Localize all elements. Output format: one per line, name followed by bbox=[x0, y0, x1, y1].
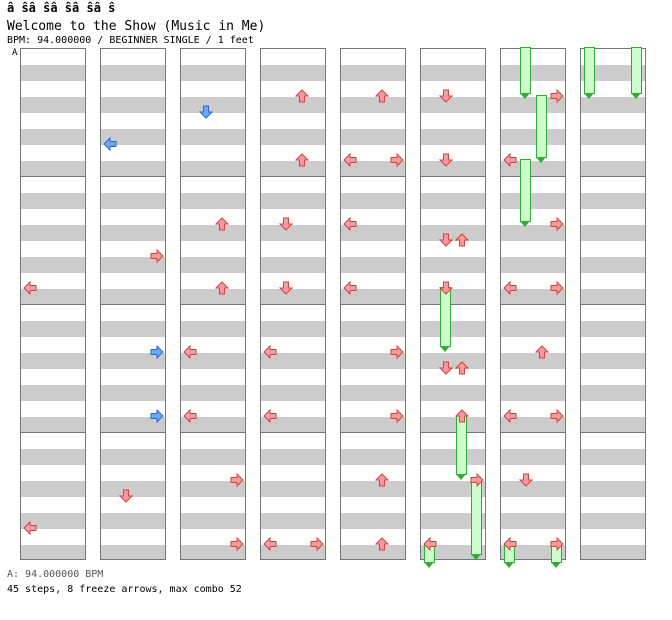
freeze-arrow bbox=[456, 415, 467, 480]
freeze-arrow bbox=[471, 479, 482, 560]
freeze-arrow bbox=[520, 159, 531, 228]
measure-line bbox=[341, 176, 405, 177]
arrow-down-icon bbox=[279, 281, 293, 295]
arrow-up-icon bbox=[295, 153, 309, 167]
measure-line bbox=[421, 304, 485, 305]
arrow-down-icon bbox=[439, 233, 453, 247]
freeze-arrow bbox=[520, 47, 531, 100]
chart-column bbox=[100, 48, 166, 560]
arrow-right-icon bbox=[550, 409, 564, 423]
measure-line bbox=[341, 432, 405, 433]
chart-column bbox=[420, 48, 486, 560]
arrow-left-icon bbox=[343, 217, 357, 231]
arrow-down-icon bbox=[439, 361, 453, 375]
measure-line bbox=[581, 304, 645, 305]
arrow-left-icon bbox=[263, 345, 277, 359]
arrow-right-icon bbox=[550, 217, 564, 231]
arrow-up-icon bbox=[455, 233, 469, 247]
arrow-down-icon bbox=[439, 89, 453, 103]
measure-line bbox=[421, 176, 485, 177]
measure-line bbox=[261, 176, 325, 177]
measure-line bbox=[501, 304, 565, 305]
chart-info: BPM: 94.000000 / BEGINNER SINGLE / 1 fee… bbox=[7, 35, 254, 46]
arrow-left-icon bbox=[423, 537, 437, 551]
arrow-up-icon bbox=[215, 281, 229, 295]
arrow-right-icon bbox=[390, 345, 404, 359]
arrow-left-icon bbox=[503, 537, 517, 551]
chart-column bbox=[20, 48, 86, 560]
arrow-right-icon bbox=[470, 473, 484, 487]
measure-line bbox=[181, 304, 245, 305]
arrow-left-icon bbox=[263, 409, 277, 423]
banner-text: â ŝâ ŝâ ŝâ ŝâ ŝ bbox=[7, 1, 116, 15]
arrow-down-icon bbox=[519, 473, 533, 487]
measure-line bbox=[501, 176, 565, 177]
arrow-down-icon bbox=[199, 105, 213, 119]
bpm-summary: A: 94.000000 BPM bbox=[7, 569, 104, 580]
measure-line bbox=[21, 432, 85, 433]
arrow-left-icon bbox=[263, 537, 277, 551]
measure-line bbox=[341, 304, 405, 305]
arrow-up-icon bbox=[295, 89, 309, 103]
arrow-left-icon bbox=[503, 409, 517, 423]
arrow-up-icon bbox=[375, 537, 389, 551]
arrow-up-icon bbox=[375, 89, 389, 103]
arrow-up-icon bbox=[455, 409, 469, 423]
measure-line bbox=[261, 304, 325, 305]
measure-line bbox=[501, 432, 565, 433]
arrow-right-icon bbox=[150, 249, 164, 263]
measure-line bbox=[101, 304, 165, 305]
arrow-right-icon bbox=[310, 537, 324, 551]
chart-column bbox=[260, 48, 326, 560]
measure-line bbox=[181, 176, 245, 177]
arrow-right-icon bbox=[390, 409, 404, 423]
arrow-right-icon bbox=[150, 345, 164, 359]
arrow-left-icon bbox=[503, 153, 517, 167]
freeze-arrow bbox=[536, 95, 547, 164]
chart-column bbox=[580, 48, 646, 560]
arrow-right-icon bbox=[550, 537, 564, 551]
arrow-right-icon bbox=[550, 281, 564, 295]
step-stats: 45 steps, 8 freeze arrows, max combo 52 bbox=[7, 584, 242, 595]
measure-line bbox=[261, 432, 325, 433]
arrow-down-icon bbox=[119, 489, 133, 503]
chart-column bbox=[180, 48, 246, 560]
arrow-left-icon bbox=[503, 281, 517, 295]
arrow-up-icon bbox=[455, 361, 469, 375]
arrow-down-icon bbox=[279, 217, 293, 231]
arrow-down-icon bbox=[439, 153, 453, 167]
section-marker: A bbox=[12, 48, 18, 58]
measure-line bbox=[101, 176, 165, 177]
arrow-left-icon bbox=[103, 137, 117, 151]
freeze-arrow bbox=[584, 47, 595, 100]
arrow-up-icon bbox=[535, 345, 549, 359]
measure-line bbox=[581, 432, 645, 433]
arrow-up-icon bbox=[375, 473, 389, 487]
measure-line bbox=[21, 304, 85, 305]
arrow-left-icon bbox=[343, 153, 357, 167]
arrow-right-icon bbox=[150, 409, 164, 423]
arrow-left-icon bbox=[183, 409, 197, 423]
freeze-arrow bbox=[631, 47, 642, 100]
chart-column bbox=[340, 48, 406, 560]
arrow-left-icon bbox=[23, 521, 37, 535]
measure-line bbox=[181, 432, 245, 433]
measure-line bbox=[581, 176, 645, 177]
arrow-right-icon bbox=[550, 89, 564, 103]
measure-line bbox=[21, 176, 85, 177]
freeze-arrow bbox=[440, 287, 451, 352]
chart-column bbox=[500, 48, 566, 560]
arrow-right-icon bbox=[230, 473, 244, 487]
arrow-left-icon bbox=[343, 281, 357, 295]
arrow-right-icon bbox=[230, 537, 244, 551]
arrow-left-icon bbox=[183, 345, 197, 359]
arrow-down-icon bbox=[439, 281, 453, 295]
measure-line bbox=[101, 432, 165, 433]
arrow-left-icon bbox=[23, 281, 37, 295]
arrow-right-icon bbox=[390, 153, 404, 167]
measure-line bbox=[421, 432, 485, 433]
song-title: Welcome to the Show (Music in Me) bbox=[7, 19, 266, 34]
arrow-up-icon bbox=[215, 217, 229, 231]
